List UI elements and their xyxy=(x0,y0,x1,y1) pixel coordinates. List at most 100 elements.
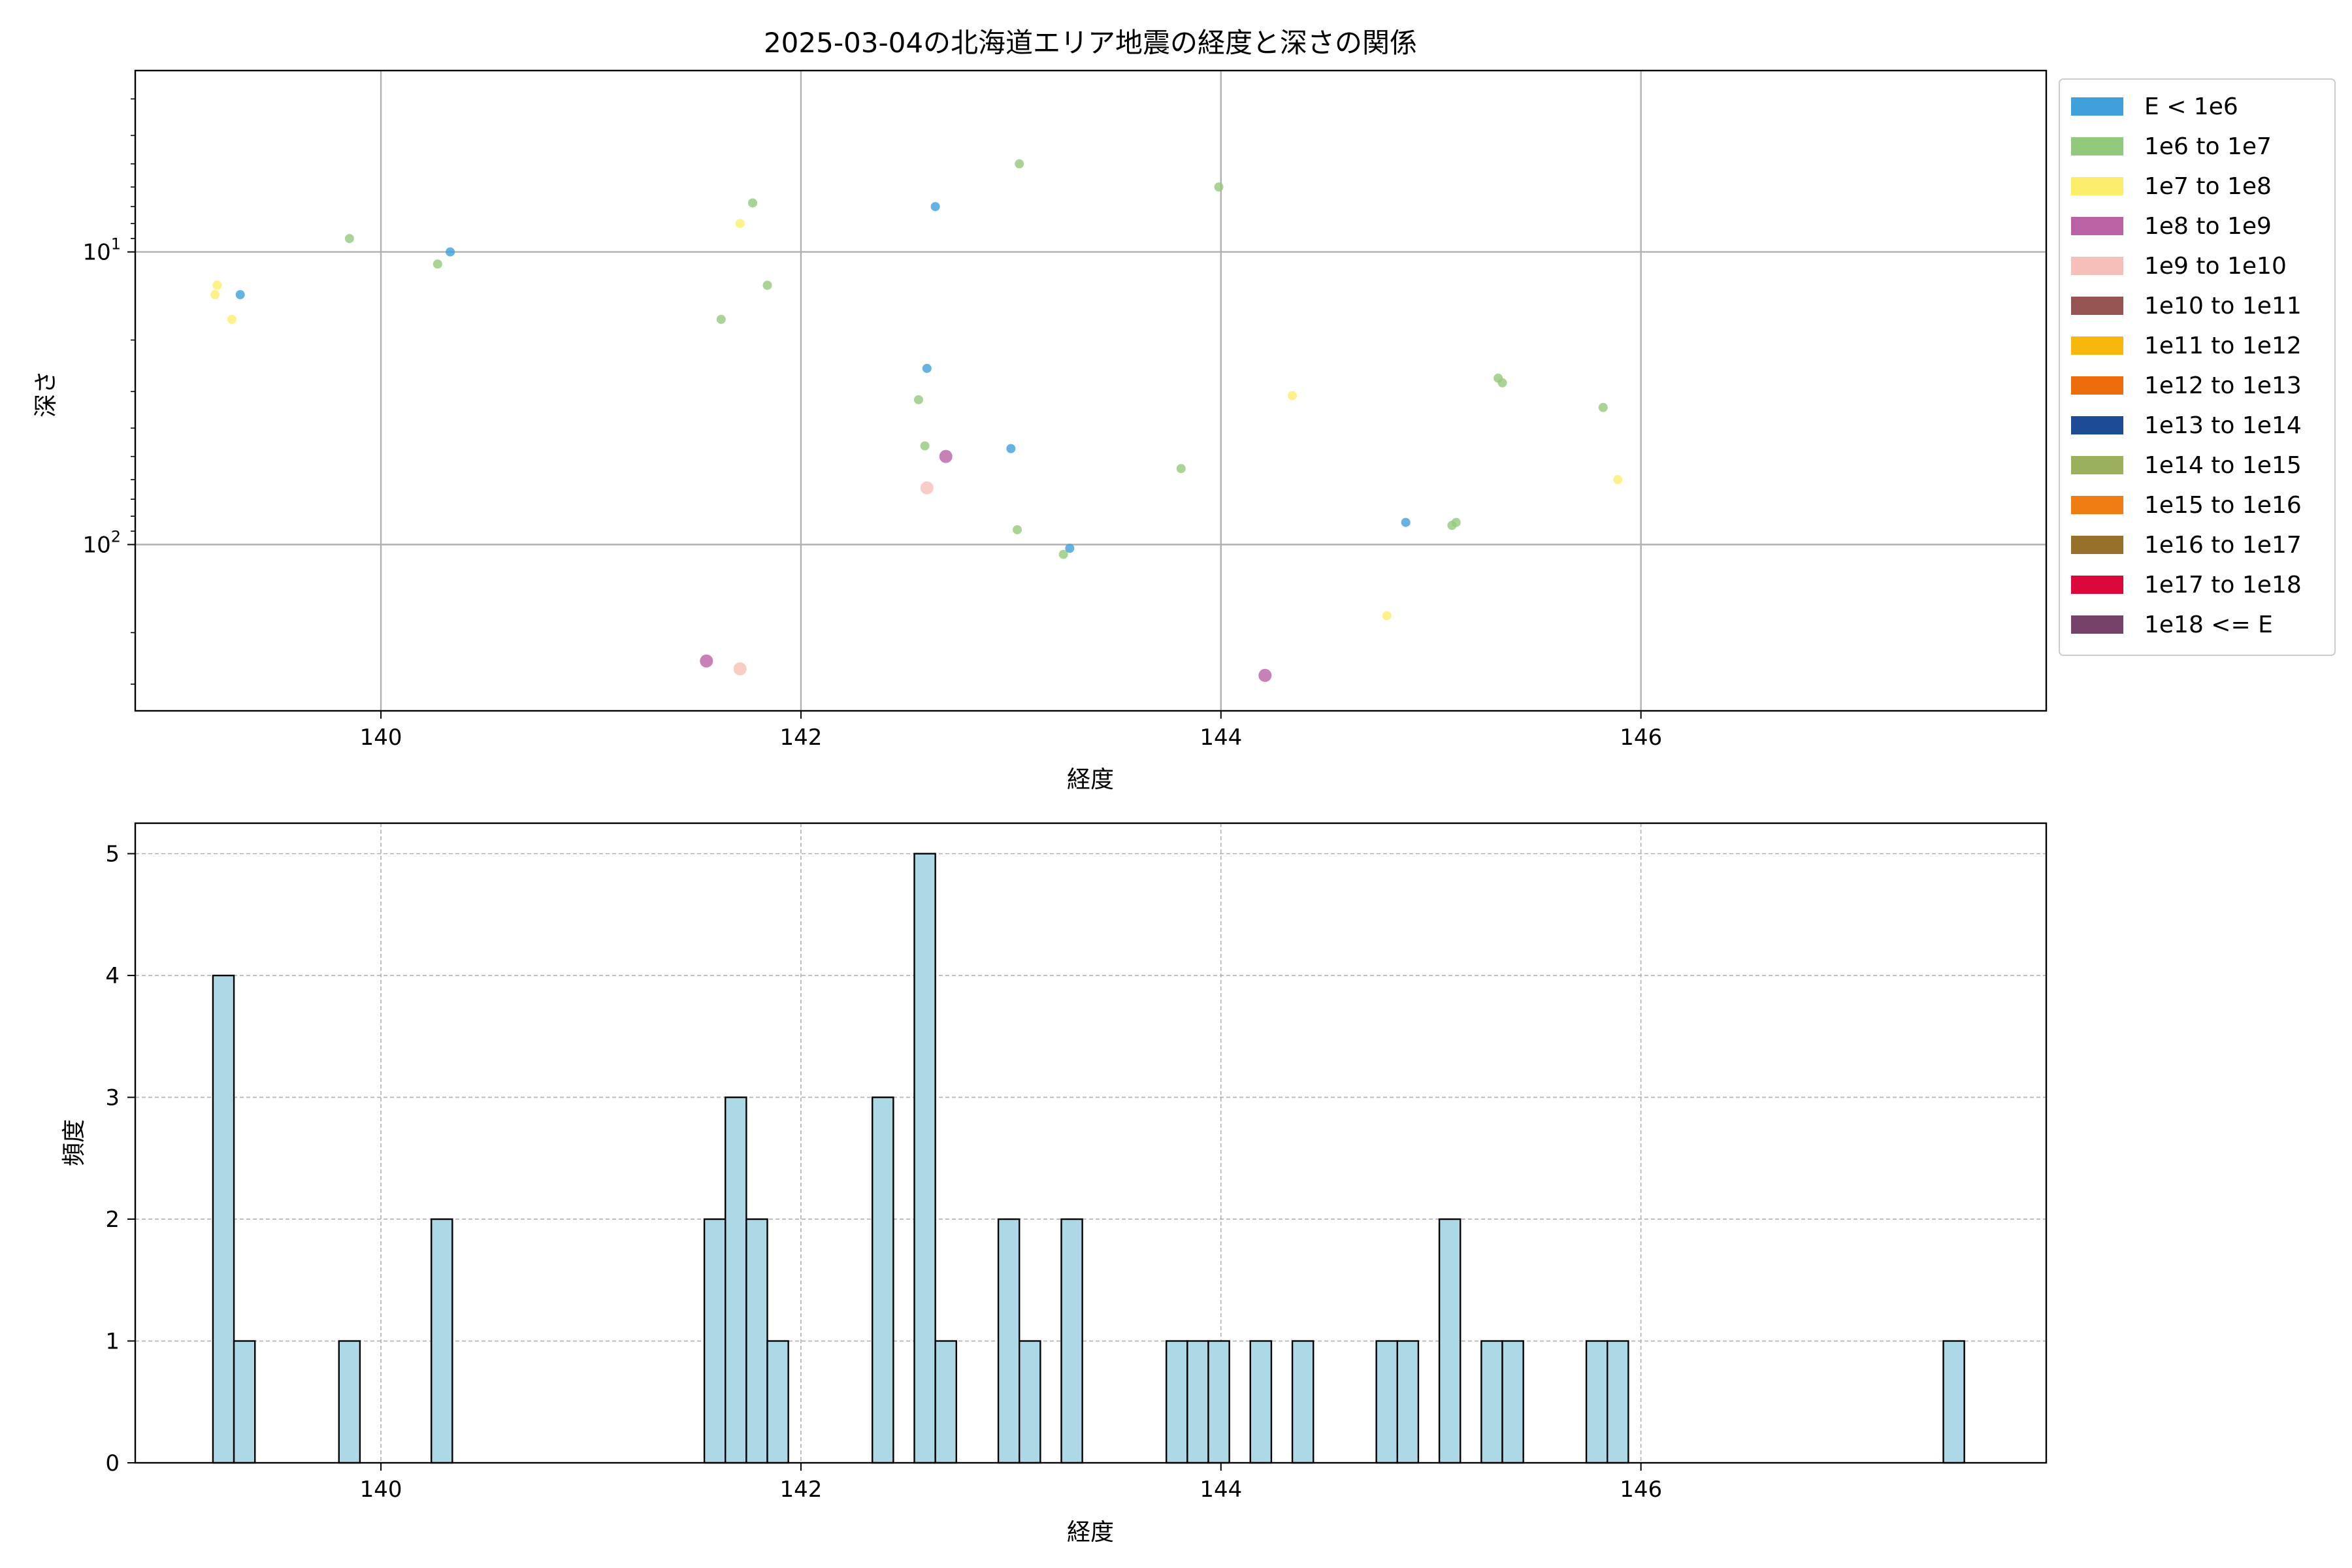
histogram-x-tick-label: 140 xyxy=(360,1477,402,1503)
scatter-point xyxy=(1451,517,1461,527)
scatter-point xyxy=(735,219,745,229)
histogram-bar xyxy=(1186,1340,1209,1464)
legend-swatch xyxy=(2071,97,2123,116)
scatter-point xyxy=(1613,475,1623,485)
histogram-bar xyxy=(1585,1340,1609,1464)
histogram-bar xyxy=(1438,1218,1462,1464)
histogram-x-tick-label: 146 xyxy=(1620,1477,1662,1503)
legend-label: 1e12 to 1e13 xyxy=(2144,372,2302,399)
histogram-bar xyxy=(934,1340,957,1464)
scatter-point xyxy=(913,395,923,404)
scatter-panel: 140 142 144 146 101 102 2025-03-04の北海道エリア地震の経… xyxy=(33,27,2336,793)
histogram-bar xyxy=(1249,1340,1273,1464)
legend: E < 1e6 1e6 to 1e7 1e7 to 1e8 1e8 to 1e9 1e9… xyxy=(2059,78,2336,656)
legend-swatch xyxy=(2071,336,2123,355)
scatter-point xyxy=(1382,611,1392,621)
legend-swatch xyxy=(2071,257,2123,275)
scatter-x-tick-label: 146 xyxy=(1620,725,1662,751)
histogram-x-tick-label: 142 xyxy=(779,1477,822,1503)
histogram-axes-frame xyxy=(134,822,2048,1464)
legend-swatch xyxy=(2071,416,2123,434)
scatter-point xyxy=(920,481,934,495)
legend-label: 1e16 to 1e17 xyxy=(2144,532,2302,559)
histogram-panel: 140 142 144 146 0 1 2 3 4 5 経度 頻度 xyxy=(61,822,2048,1546)
histogram-bar xyxy=(1607,1340,1629,1464)
histogram-bar xyxy=(913,853,936,1464)
scatter-point xyxy=(1497,378,1507,387)
histogram-bar xyxy=(1375,1340,1398,1464)
scatter-point xyxy=(1006,444,1016,453)
histogram-bar xyxy=(233,1340,256,1464)
histogram-bar xyxy=(745,1218,768,1464)
scatter-points xyxy=(210,159,1623,682)
scatter-y-tick-label: 101 xyxy=(82,235,121,266)
scatter-point xyxy=(700,654,713,668)
legend-label: 1e17 to 1e18 xyxy=(2144,572,2302,598)
histogram-x-axis-label: 経度 xyxy=(1067,1519,1114,1546)
legend-swatch xyxy=(2071,376,2123,395)
histogram-y-tick-label: 5 xyxy=(105,841,120,868)
histogram-bar xyxy=(1019,1340,1041,1464)
legend-swatch xyxy=(2071,217,2123,235)
legend-label: 1e9 to 1e10 xyxy=(2144,253,2287,280)
legend-label: 1e6 to 1e7 xyxy=(2144,133,2272,160)
legend-swatch xyxy=(2071,456,2123,474)
scatter-point xyxy=(227,314,237,324)
scatter-x-tick-label: 142 xyxy=(779,725,822,751)
scatter-point xyxy=(1214,182,1224,192)
legend-swatch xyxy=(2071,137,2123,155)
scatter-point xyxy=(1013,525,1022,534)
histogram-y-axis-label: 頻度 xyxy=(61,1119,88,1166)
histogram-y-tick-label: 3 xyxy=(105,1085,120,1111)
histogram-bar xyxy=(703,1218,727,1464)
scatter-ticks: 140 142 144 146 101 102 xyxy=(82,98,1662,751)
histogram-y-tick-label: 2 xyxy=(105,1207,120,1233)
scatter-point xyxy=(212,280,222,290)
histogram-bar xyxy=(1480,1340,1503,1464)
scatter-point xyxy=(920,441,930,451)
scatter-point xyxy=(446,247,455,257)
scatter-point xyxy=(235,290,245,300)
histogram-bar xyxy=(1166,1340,1188,1464)
scatter-point xyxy=(1065,544,1075,553)
histogram-bar xyxy=(431,1218,453,1464)
scatter-axes-frame xyxy=(134,69,2048,712)
scatter-point xyxy=(1058,549,1068,559)
scatter-point xyxy=(716,314,726,324)
legend-swatch xyxy=(2071,496,2123,514)
histogram-bar xyxy=(766,1340,789,1464)
histogram-bar xyxy=(725,1096,747,1464)
legend-swatch xyxy=(2071,536,2123,554)
scatter-point xyxy=(1015,159,1024,169)
scatter-point xyxy=(1401,517,1411,527)
scatter-point xyxy=(762,280,772,290)
scatter-point xyxy=(939,449,953,463)
scatter-title: 2025-03-04の北海道エリア地震の経度と深さの関係 xyxy=(764,27,1417,59)
legend-label: 1e15 to 1e16 xyxy=(2144,492,2302,519)
scatter-y-tick-label: 102 xyxy=(82,528,121,559)
histogram-y-tick-label: 4 xyxy=(105,963,120,989)
scatter-point xyxy=(1288,391,1298,400)
histogram-bar xyxy=(1501,1340,1524,1464)
legend-label: 1e14 to 1e15 xyxy=(2144,452,2302,479)
scatter-point xyxy=(733,662,747,676)
histogram-bar xyxy=(1207,1340,1230,1464)
histogram-bar xyxy=(1396,1340,1420,1464)
histogram-bar xyxy=(1060,1218,1083,1464)
legend-swatch xyxy=(2071,177,2123,195)
scatter-point xyxy=(922,363,932,373)
scatter-x-axis-label: 経度 xyxy=(1067,766,1114,793)
legend-label: 1e7 to 1e8 xyxy=(2144,173,2272,200)
legend-label: 1e8 to 1e9 xyxy=(2144,213,2272,240)
scatter-point xyxy=(930,202,940,212)
histogram-bar xyxy=(338,1340,361,1464)
histogram-x-tick-label: 144 xyxy=(1200,1477,1242,1503)
histogram-y-tick-label: 0 xyxy=(105,1450,120,1477)
scatter-point xyxy=(748,198,757,208)
legend-label: E < 1e6 xyxy=(2144,93,2238,120)
scatter-point xyxy=(344,234,354,244)
scatter-x-tick-label: 144 xyxy=(1200,725,1242,751)
histogram-bar xyxy=(1291,1340,1315,1464)
legend-label: 1e13 to 1e14 xyxy=(2144,412,2302,439)
